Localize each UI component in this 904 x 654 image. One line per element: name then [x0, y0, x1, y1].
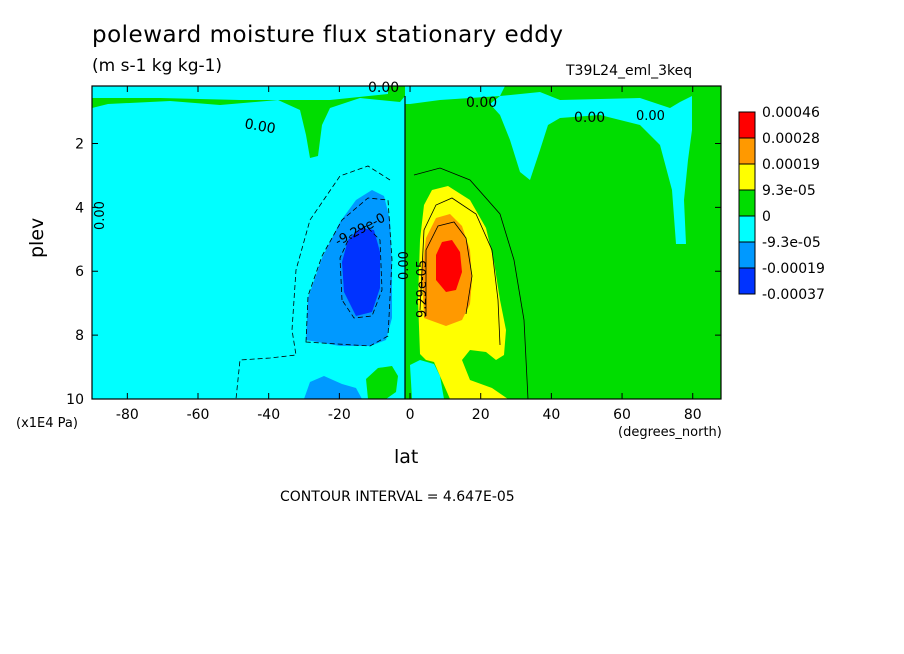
dataset-label: T39L24_eml_3keq — [566, 63, 693, 79]
contour-label-6: 0.00 — [397, 251, 412, 280]
contour-label-8: 9.29e-05 — [415, 260, 430, 318]
chart-units: (m s-1 kg kg-1) — [92, 56, 223, 76]
contour-label-1: 0.00 — [368, 80, 399, 96]
colorbar-label: -9.3e-05 — [762, 235, 821, 251]
contour-neg-3 — [339, 225, 383, 319]
y-tick-label: 2 — [75, 136, 84, 152]
region-southern-min — [342, 228, 380, 316]
x-tick-label: -60 — [187, 407, 210, 423]
colorbar-label: 0.00028 — [762, 131, 820, 147]
contour-neg-1 — [235, 165, 391, 400]
y-axis-units: (x1E4 Pa) — [16, 416, 78, 431]
x-tick-label: -40 — [257, 407, 280, 423]
colorbar-label: -0.00019 — [762, 261, 825, 277]
contour-label-4: 0.00 — [574, 110, 605, 126]
y-axis-ticks: 2 4 6 8 10 — [66, 136, 721, 408]
x-tick-label: 0 — [406, 407, 415, 423]
colorbar-swatch — [738, 137, 756, 165]
contour-neg-2 — [305, 197, 393, 347]
contour-pos-3 — [413, 167, 529, 400]
chart-title: poleward moisture flux stationary eddy — [92, 22, 564, 48]
region-northern-cyan-2 — [490, 92, 692, 244]
plot-frame — [91, 85, 722, 400]
region-southern-surface-blue — [304, 376, 362, 399]
contour-pos-2 — [425, 221, 473, 316]
contour-label-5: 0.00 — [93, 201, 108, 230]
x-tick-label: 80 — [684, 407, 702, 423]
contour-label-9: 0.00 — [636, 109, 665, 124]
x-axis-ticks: -80 -60 -40 -20 0 20 40 60 80 — [116, 86, 702, 423]
region-south-green-patch — [366, 366, 398, 399]
y-tick-label: 6 — [75, 264, 84, 280]
x-tick-label: -20 — [328, 407, 351, 423]
region-northern-cyan-1 — [405, 86, 505, 104]
colorbar: 0.00046 0.00028 0.00019 9.3e-05 0 -9.3e-05 -0.… — [738, 105, 825, 303]
y-axis-label: plev — [26, 217, 48, 258]
colorbar-swatch — [738, 163, 756, 191]
y-tick-label: 10 — [66, 392, 84, 408]
y-tick-label: 4 — [75, 200, 84, 216]
region-top-strip-left — [92, 86, 388, 100]
contour-label-2: 0.00 — [243, 116, 276, 137]
colorbar-label: 0.00046 — [762, 105, 820, 121]
colorbar-label: 9.3e-05 — [762, 183, 816, 199]
colorbar-swatch — [738, 241, 756, 269]
colorbar-swatch — [738, 111, 756, 139]
region-northern-max — [436, 240, 462, 292]
x-tick-label: 60 — [613, 407, 631, 423]
x-tick-label: 20 — [472, 407, 490, 423]
colorbar-label: 0 — [762, 209, 771, 225]
y-tick-label: 8 — [75, 328, 84, 344]
x-tick-label: 40 — [542, 407, 560, 423]
x-tick-label: -80 — [116, 407, 139, 423]
x-axis-label: lat — [394, 446, 419, 468]
colorbar-swatch — [738, 215, 756, 243]
contour-pos-1 — [419, 197, 501, 346]
colorbar-label: 0.00019 — [762, 157, 820, 173]
colorbar-swatch — [738, 267, 756, 295]
contour-label-3: 0.00 — [466, 95, 497, 111]
contour-interval: CONTOUR INTERVAL = 4.647E-05 — [280, 489, 515, 505]
colorbar-swatch — [738, 189, 756, 217]
colorbar-label: -0.00037 — [762, 287, 825, 303]
region-north-cyan-patch — [410, 360, 444, 399]
x-axis-units: (degrees_north) — [618, 425, 722, 440]
